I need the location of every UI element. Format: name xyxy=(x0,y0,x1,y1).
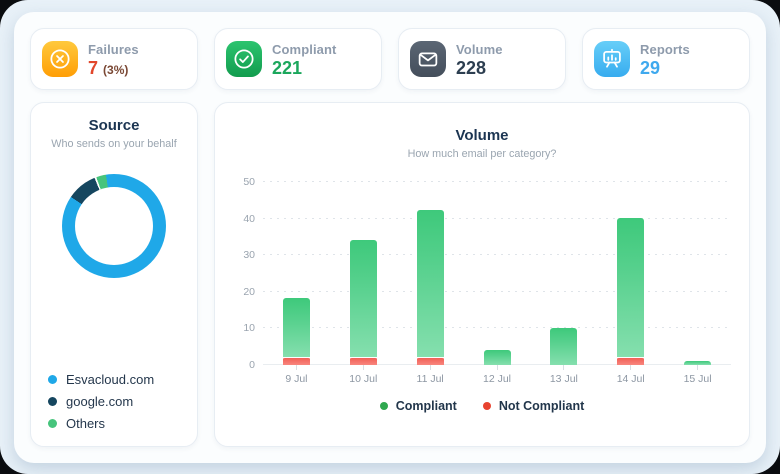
legend-item-others[interactable]: Others xyxy=(48,416,197,431)
bar-column xyxy=(330,182,397,365)
legend-label: Esvacloud.com xyxy=(66,372,155,387)
bar-segment-compliant[interactable] xyxy=(416,210,444,357)
legend-dot xyxy=(48,419,57,428)
failures-count: 7 xyxy=(88,57,99,78)
x-axis: 9 Jul 10 Jul 11 Jul 12 Jul 13 Jul 14 Jul 15 Ju… xyxy=(263,365,731,385)
x-tick-label: 10 Jul xyxy=(349,373,378,385)
y-tick-label: 30 xyxy=(243,249,255,262)
stats-row: Failures 7 (3%) Compliant 221 xyxy=(30,28,750,90)
x-tick xyxy=(295,365,297,370)
legend-label: google.com xyxy=(66,394,134,409)
bar-segment-compliant[interactable] xyxy=(550,328,578,365)
stat-value: 221 xyxy=(272,57,303,78)
x-tick-label: 9 Jul xyxy=(285,373,308,385)
legend-item-not-compliant[interactable]: Not Compliant xyxy=(482,399,585,413)
legend-dot xyxy=(48,397,57,406)
x-tick-label: 12 Jul xyxy=(482,373,512,385)
failures-percent: (3%) xyxy=(103,62,129,77)
source-legend: Esvacloud.com google.com Others xyxy=(31,372,197,446)
x-tick xyxy=(429,365,431,370)
x-axis-cell: 14 Jul xyxy=(597,365,664,385)
gridline: 30 xyxy=(243,249,731,261)
x-tick xyxy=(362,365,364,370)
x-axis-cell: 12 Jul xyxy=(464,365,531,385)
source-subtitle: Who sends on your behalf xyxy=(51,138,177,150)
bar-segment-not-compliant[interactable] xyxy=(282,356,310,365)
source-donut-chart[interactable] xyxy=(62,174,166,278)
bar-column xyxy=(597,182,664,365)
bar-segment-compliant[interactable] xyxy=(483,350,511,365)
legend-label: Not Compliant xyxy=(498,399,585,413)
legend-dot xyxy=(482,402,491,410)
x-tick xyxy=(697,365,699,370)
chart-legend: Compliant Not Compliant xyxy=(215,399,749,413)
presentation-board-icon xyxy=(594,41,630,77)
stat-label: Failures xyxy=(88,41,139,57)
bar-segment-not-compliant[interactable] xyxy=(617,356,645,365)
bar-segment-compliant[interactable] xyxy=(617,217,645,357)
volume-plot: 0 10 20 30 40 50 xyxy=(243,176,731,371)
legend-item-compliant[interactable]: Compliant xyxy=(379,399,457,413)
y-tick-label: 50 xyxy=(243,176,255,188)
bar-segment-compliant[interactable] xyxy=(684,361,712,365)
source-title: Source xyxy=(88,117,140,134)
stat-label: Compliant xyxy=(272,41,337,57)
y-tick-label: 0 xyxy=(249,359,255,371)
bar-column xyxy=(397,182,464,365)
legend-dot xyxy=(379,402,388,410)
stat-label: Volume xyxy=(456,41,503,57)
x-tick-label: 13 Jul xyxy=(549,373,578,385)
volume-title: Volume xyxy=(455,127,509,144)
bar-segment-not-compliant[interactable] xyxy=(416,356,444,365)
volume-subtitle: How much email per category? xyxy=(407,148,557,160)
circle-check-icon xyxy=(226,41,262,77)
y-tick-label: 20 xyxy=(243,285,255,298)
gridline: 20 xyxy=(243,286,731,298)
bar-segment-compliant[interactable] xyxy=(282,298,310,357)
bars xyxy=(263,182,731,365)
stat-value: 29 xyxy=(640,57,661,78)
x-tick xyxy=(496,365,498,370)
legend-item-esvacloud[interactable]: Esvacloud.com xyxy=(48,372,197,387)
dashboard-window: Failures 7 (3%) Compliant 221 xyxy=(14,12,766,463)
bar-column xyxy=(530,182,597,365)
legend-item-google[interactable]: google.com xyxy=(48,394,197,409)
stat-value: 228 xyxy=(456,57,487,78)
x-tick-label: 15 Jul xyxy=(683,373,712,385)
gridline: 10 xyxy=(243,322,731,334)
x-tick xyxy=(630,365,632,370)
bar-segment-not-compliant[interactable] xyxy=(349,356,377,365)
source-panel: Source Who sends on your behalf Esvaclou… xyxy=(30,102,198,447)
x-axis-cell: 15 Jul xyxy=(664,365,731,385)
stat-card-compliant: Compliant 221 xyxy=(214,28,382,90)
bar-column xyxy=(664,182,731,365)
stat-label: Reports xyxy=(640,41,690,57)
bar-segment-compliant[interactable] xyxy=(349,239,377,357)
stat-card-volume: Volume 228 xyxy=(398,28,566,90)
y-tick-label: 40 xyxy=(243,212,255,225)
x-tick-label: 11 Jul xyxy=(416,373,444,385)
gridline: 40 xyxy=(243,213,731,225)
y-tick-label: 10 xyxy=(243,322,255,335)
x-axis-cell: 11 Jul xyxy=(397,365,464,385)
legend-label: Compliant xyxy=(395,399,457,413)
legend-dot xyxy=(48,375,57,384)
x-tick-label: 14 Jul xyxy=(616,373,645,385)
envelope-icon xyxy=(410,41,446,77)
circle-x-icon xyxy=(42,41,78,77)
bar-column xyxy=(464,182,531,365)
stat-card-failures: Failures 7 (3%) xyxy=(30,28,198,90)
stat-value: 7 (3%) xyxy=(88,59,139,77)
x-axis-cell: 13 Jul xyxy=(530,365,597,385)
x-axis-cell: 10 Jul xyxy=(330,365,397,385)
gridline: 50 xyxy=(243,176,731,188)
stat-card-reports: Reports 29 xyxy=(582,28,750,90)
legend-label: Others xyxy=(66,416,106,431)
volume-panel: Volume How much email per category? 0 10 2… xyxy=(214,102,750,447)
bar-column xyxy=(263,182,330,365)
content-row: Source Who sends on your behalf Esvaclou… xyxy=(30,102,750,447)
x-axis-cell: 9 Jul xyxy=(263,365,330,385)
x-tick xyxy=(563,365,565,370)
